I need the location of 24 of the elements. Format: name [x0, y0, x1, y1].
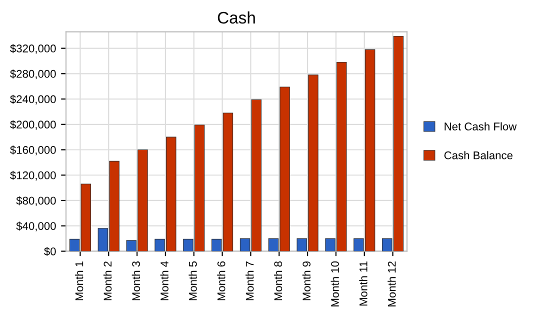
legend-label: Net Cash Flow	[444, 122, 517, 130]
x-tick-label: Month 11	[359, 261, 368, 306]
y-tick-label: $160,000	[10, 146, 56, 156]
y-tick-label: $200,000	[10, 120, 56, 130]
y-tick-label: $0	[44, 247, 56, 256]
x-tick-label: Month 6	[217, 261, 226, 300]
x-tick-label: Month 9	[302, 261, 311, 300]
x-tick-label: Month 7	[246, 261, 254, 300]
x-tick-label: Month 8	[274, 261, 282, 300]
y-tick-label: $80,000	[16, 196, 56, 206]
x-tick-label: Month 3	[132, 261, 140, 300]
y-tick-label: $320,000	[10, 44, 56, 54]
y-tick-label: $120,000	[10, 170, 56, 181]
y-tick-label: $280,000	[10, 69, 56, 80]
x-tick-label: Month 2	[103, 261, 112, 300]
x-tick-label: Month 12	[388, 261, 396, 306]
chart-title: Cash	[218, 11, 255, 24]
x-tick-label: Month 10	[330, 261, 339, 306]
x-tick-label: Month 5	[188, 261, 197, 300]
x-tick-label: Month 4	[160, 261, 168, 300]
x-tick-label: Month 1	[75, 261, 84, 300]
y-tick-label: $240,000	[10, 94, 56, 104]
legend-label: Cash Balance	[444, 151, 513, 160]
y-tick-label: $40,000	[16, 222, 56, 232]
